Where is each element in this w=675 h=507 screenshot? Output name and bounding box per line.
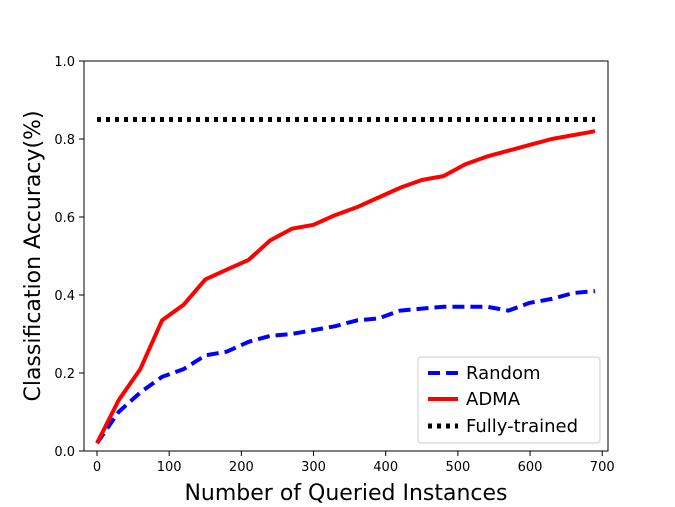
x-tick-label: 0 (93, 460, 101, 475)
x-tick-label: 500 (445, 460, 470, 475)
y-tick-label: 0.2 (54, 367, 75, 382)
series-line-random (95, 289, 596, 445)
legend-label-fully-trained: Fully-trained (466, 416, 578, 437)
legend-label-random: Random (466, 363, 541, 384)
legend-label-adma: ADMA (466, 389, 521, 410)
legend: Random ADMA Fully-trained (417, 356, 601, 444)
x-axis: 0 100 200 300 400 500 600 700 (93, 451, 615, 475)
series-line-adma (95, 129, 596, 445)
y-tick-label: 0.8 (54, 133, 75, 148)
series-group (95, 117, 596, 445)
y-axis: 0.0 0.2 0.4 0.6 0.8 1.0 (54, 55, 84, 460)
x-tick-label: 400 (373, 460, 398, 475)
y-tick-label: 0.0 (54, 445, 75, 460)
x-tick-label: 200 (229, 460, 254, 475)
y-tick-label: 0.4 (54, 289, 75, 304)
x-tick-label: 100 (157, 460, 182, 475)
x-tick-label: 300 (301, 460, 326, 475)
x-tick-label: 600 (518, 460, 543, 475)
x-tick-label: 700 (590, 460, 615, 475)
x-axis-label: Number of Queried Instances (184, 481, 507, 506)
plot-frame (83, 60, 609, 452)
legend-frame (417, 356, 601, 444)
y-tick-label: 1.0 (54, 55, 75, 70)
y-axis-label: Classification Accuracy(%) (21, 110, 46, 401)
y-tick-label: 0.6 (54, 211, 75, 226)
